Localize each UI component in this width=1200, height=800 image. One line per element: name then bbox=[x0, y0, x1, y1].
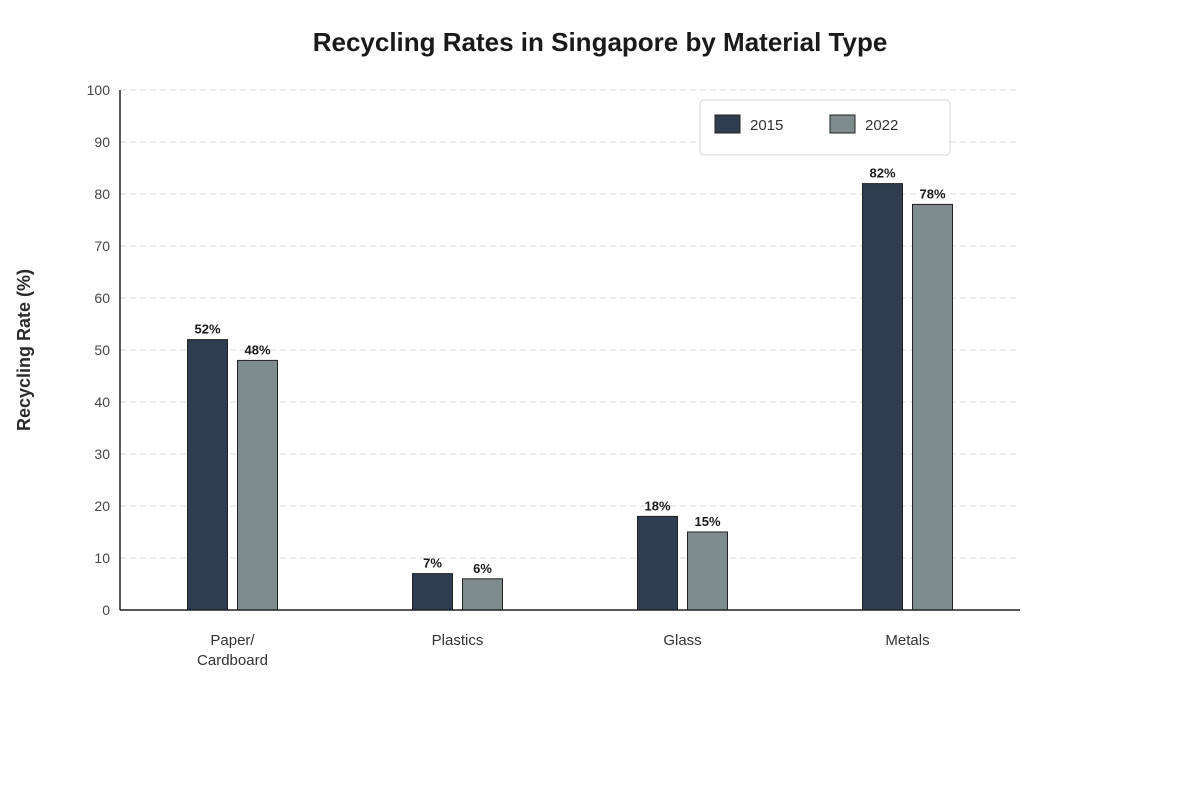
y-tick-label: 90 bbox=[94, 134, 110, 150]
y-tick-label: 10 bbox=[94, 550, 110, 566]
bar-value-label: 15% bbox=[694, 514, 720, 529]
y-tick-label: 0 bbox=[102, 602, 110, 618]
x-axis-categories: Paper/Cardboard Plastics Glass Metals bbox=[197, 632, 930, 669]
y-tick-label: 40 bbox=[94, 394, 110, 410]
bars bbox=[187, 183, 953, 611]
bar bbox=[462, 578, 503, 611]
bar-value-label: 6% bbox=[473, 561, 492, 576]
bar-value-label: 82% bbox=[869, 166, 895, 181]
bar bbox=[637, 515, 678, 611]
y-tick-label: 100 bbox=[87, 82, 111, 98]
legend-box bbox=[699, 99, 951, 156]
bar-value-label: 7% bbox=[423, 556, 442, 571]
y-tick-label: 70 bbox=[94, 238, 110, 254]
bar-labels: 52% 48% 7% 6% 18% 15% 82% 78% bbox=[194, 166, 945, 576]
bar-value-label: 48% bbox=[244, 342, 270, 357]
x-category-label: Cardboard bbox=[197, 652, 268, 669]
legend-swatch bbox=[714, 114, 741, 134]
bar bbox=[187, 339, 228, 611]
legend-label: 2022 bbox=[865, 117, 898, 134]
x-category-label: Metals bbox=[885, 632, 929, 649]
bar bbox=[237, 359, 278, 611]
y-tick-label: 20 bbox=[94, 498, 110, 514]
y-tick-label: 80 bbox=[94, 186, 110, 202]
y-axis-label: Recycling Rate (%) bbox=[14, 269, 34, 431]
bar-value-label: 18% bbox=[644, 498, 670, 513]
bar-value-label: 78% bbox=[919, 186, 945, 201]
y-tick-label: 50 bbox=[94, 342, 110, 358]
bar bbox=[412, 573, 453, 611]
x-category-label: Glass bbox=[663, 632, 701, 649]
bar bbox=[912, 203, 953, 611]
legend-label: 2015 bbox=[750, 117, 783, 134]
bar-value-label: 52% bbox=[194, 322, 220, 337]
bar bbox=[862, 183, 903, 611]
legend-swatch bbox=[829, 114, 856, 134]
y-axis-ticks: 0 10 20 30 40 50 60 70 80 90 100 bbox=[87, 82, 111, 618]
x-category-label: Plastics bbox=[432, 632, 484, 649]
x-category-label: Paper/ bbox=[210, 632, 255, 649]
bar bbox=[687, 531, 728, 611]
y-tick-label: 30 bbox=[94, 446, 110, 462]
chart-title: Recycling Rates in Singapore by Material… bbox=[313, 27, 888, 57]
y-tick-label: 60 bbox=[94, 290, 110, 306]
legend: 2015 2022 bbox=[699, 99, 951, 156]
